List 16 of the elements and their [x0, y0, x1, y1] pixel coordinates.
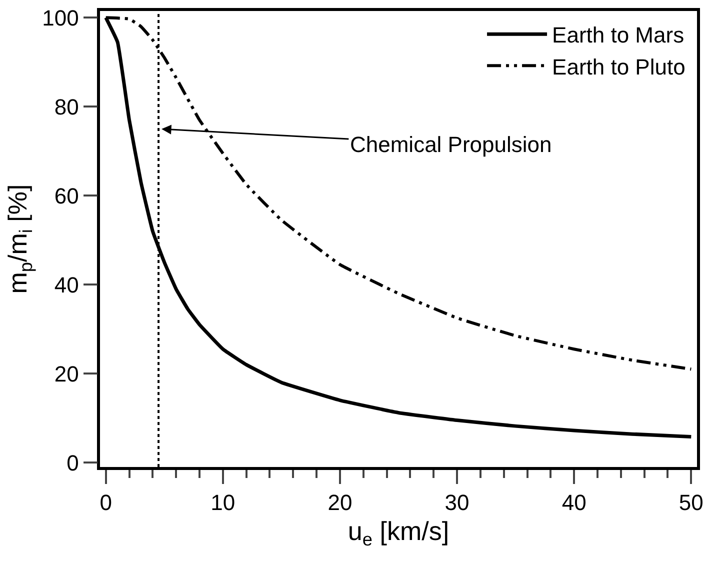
x-tick-label: 0 [100, 490, 112, 516]
x-tick-label: 50 [678, 490, 704, 516]
y-tick-label: 60 [54, 183, 79, 208]
x-axis-title: u$_{e}$ [km/s] [348, 516, 450, 550]
y-tick-label: 100 [42, 5, 79, 30]
legend-label: Earth to Pluto [552, 54, 686, 80]
x-tick-label: 30 [444, 490, 470, 516]
legend-label: Earth to Mars [552, 22, 684, 48]
x-tick-label: 20 [328, 490, 352, 516]
y-tick-label: 20 [54, 361, 79, 386]
y-tick-label: 0 [66, 450, 79, 476]
x-tick-label: 10 [210, 490, 236, 516]
x-tick-label: 40 [562, 490, 586, 516]
y-tick-label: 40 [54, 272, 79, 298]
annotation: Chemical Propulsion [350, 132, 552, 157]
y-tick-label: 80 [54, 94, 79, 120]
